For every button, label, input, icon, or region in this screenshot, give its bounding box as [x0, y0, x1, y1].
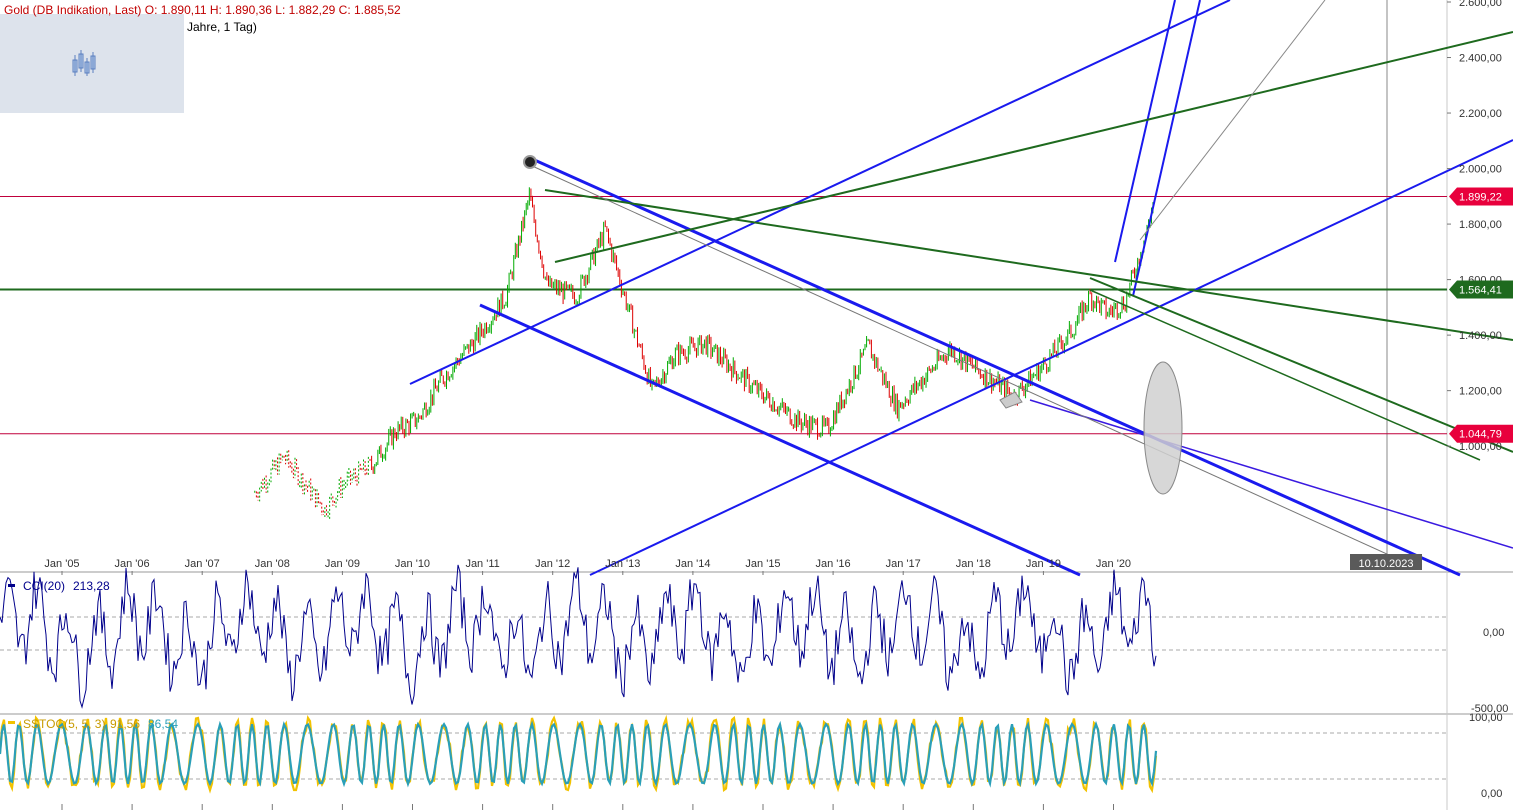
- trendline-green: [1089, 277, 1513, 453]
- trendline-blue: [409, 0, 1231, 385]
- date-label: 10.10.2023: [1358, 558, 1413, 570]
- x-tick-label: Jan '14: [675, 558, 710, 570]
- price-label: 1.564,41: [1459, 284, 1502, 296]
- x-tick-label: Jan '15: [745, 558, 780, 570]
- x-tick-label: Jan '07: [185, 558, 220, 570]
- x-tick-label: Jan '11: [465, 558, 499, 570]
- price-label-box: [1449, 187, 1513, 206]
- highlight-ellipse: [1143, 361, 1183, 495]
- y-tick-label: 1.400,00: [1459, 330, 1502, 342]
- x-tick-label: Jan '17: [886, 558, 921, 570]
- x-tick-label: Jan '16: [816, 558, 851, 570]
- cci-tick-label: -500,00: [1471, 703, 1508, 715]
- trendline-blue: [1114, 0, 1176, 263]
- date-label-box: [1350, 554, 1422, 570]
- trendline-green: [1089, 289, 1481, 461]
- chart-thumbnail[interactable]: [0, 14, 184, 113]
- instrument-header: Gold (DB Indikation, Last) O: 1.890,11 H…: [4, 3, 401, 17]
- pivot-marker: [523, 155, 537, 169]
- y-tick-label: 2.200,00: [1459, 108, 1502, 120]
- stoch-tick-label: 0,00: [1481, 788, 1502, 800]
- y-tick-label: 2.000,00: [1459, 164, 1502, 176]
- price-label-box: [1449, 424, 1513, 443]
- trendline-green: [554, 31, 1513, 263]
- period-label: Jahre, 1 Tag): [187, 20, 257, 34]
- price-label: 1.899,22: [1459, 192, 1502, 204]
- x-tick-label: Jan '19: [1026, 558, 1061, 570]
- y-tick-label: 1.200,00: [1459, 386, 1502, 398]
- stoch-k-value: 91,56: [110, 717, 140, 731]
- x-tick-label: Jan '09: [325, 558, 360, 570]
- stoch-legend-swatch: [8, 721, 15, 724]
- x-tick-label: Jan '05: [44, 558, 79, 570]
- y-tick-label: 1.800,00: [1459, 219, 1502, 231]
- x-tick-label: Jan '06: [115, 558, 150, 570]
- cci-legend-swatch: [8, 584, 15, 587]
- trendline-green: [544, 189, 1513, 341]
- x-tick-label: Jan '13: [605, 558, 640, 570]
- y-tick-label: 2.600,00: [1459, 0, 1502, 9]
- cci-series-line: [0, 564, 1157, 709]
- price-label: 1.044,79: [1459, 429, 1502, 441]
- pointer-shape: [999, 391, 1023, 409]
- trendline-blue: [479, 303, 1081, 577]
- trendline-blue: [529, 156, 1461, 577]
- y-tick-label: 2.400,00: [1459, 53, 1502, 65]
- cci-title: CCI(20): [23, 579, 65, 593]
- y-tick-label: 1.000,00: [1459, 441, 1502, 453]
- trendline-blue: [1132, 0, 1201, 297]
- candlestick-icon: [72, 50, 96, 76]
- trendline-grey: [1139, 0, 1326, 241]
- x-tick-label: Jan '10: [395, 558, 430, 570]
- trendline-blue: [589, 139, 1513, 576]
- stoch-tick-label: 100,00: [1469, 712, 1503, 724]
- stoch-d-line: [0, 720, 1158, 788]
- x-tick-label: Jan '20: [1096, 558, 1131, 570]
- price-label-box: [1449, 280, 1513, 299]
- cci-value: 213,28: [73, 579, 110, 593]
- x-tick-label: Jan '18: [956, 558, 991, 570]
- trendline-grey: [529, 164, 1401, 561]
- cci-tick-label: 0,00: [1483, 627, 1504, 639]
- x-tick-label: Jan '12: [535, 558, 570, 570]
- x-tick-label: Jan '08: [255, 558, 290, 570]
- stoch-d-value: 86,54: [148, 717, 178, 731]
- trendline-blue: [1029, 399, 1513, 549]
- stoch-title: SSTOC(5, 5, 3): [23, 717, 105, 731]
